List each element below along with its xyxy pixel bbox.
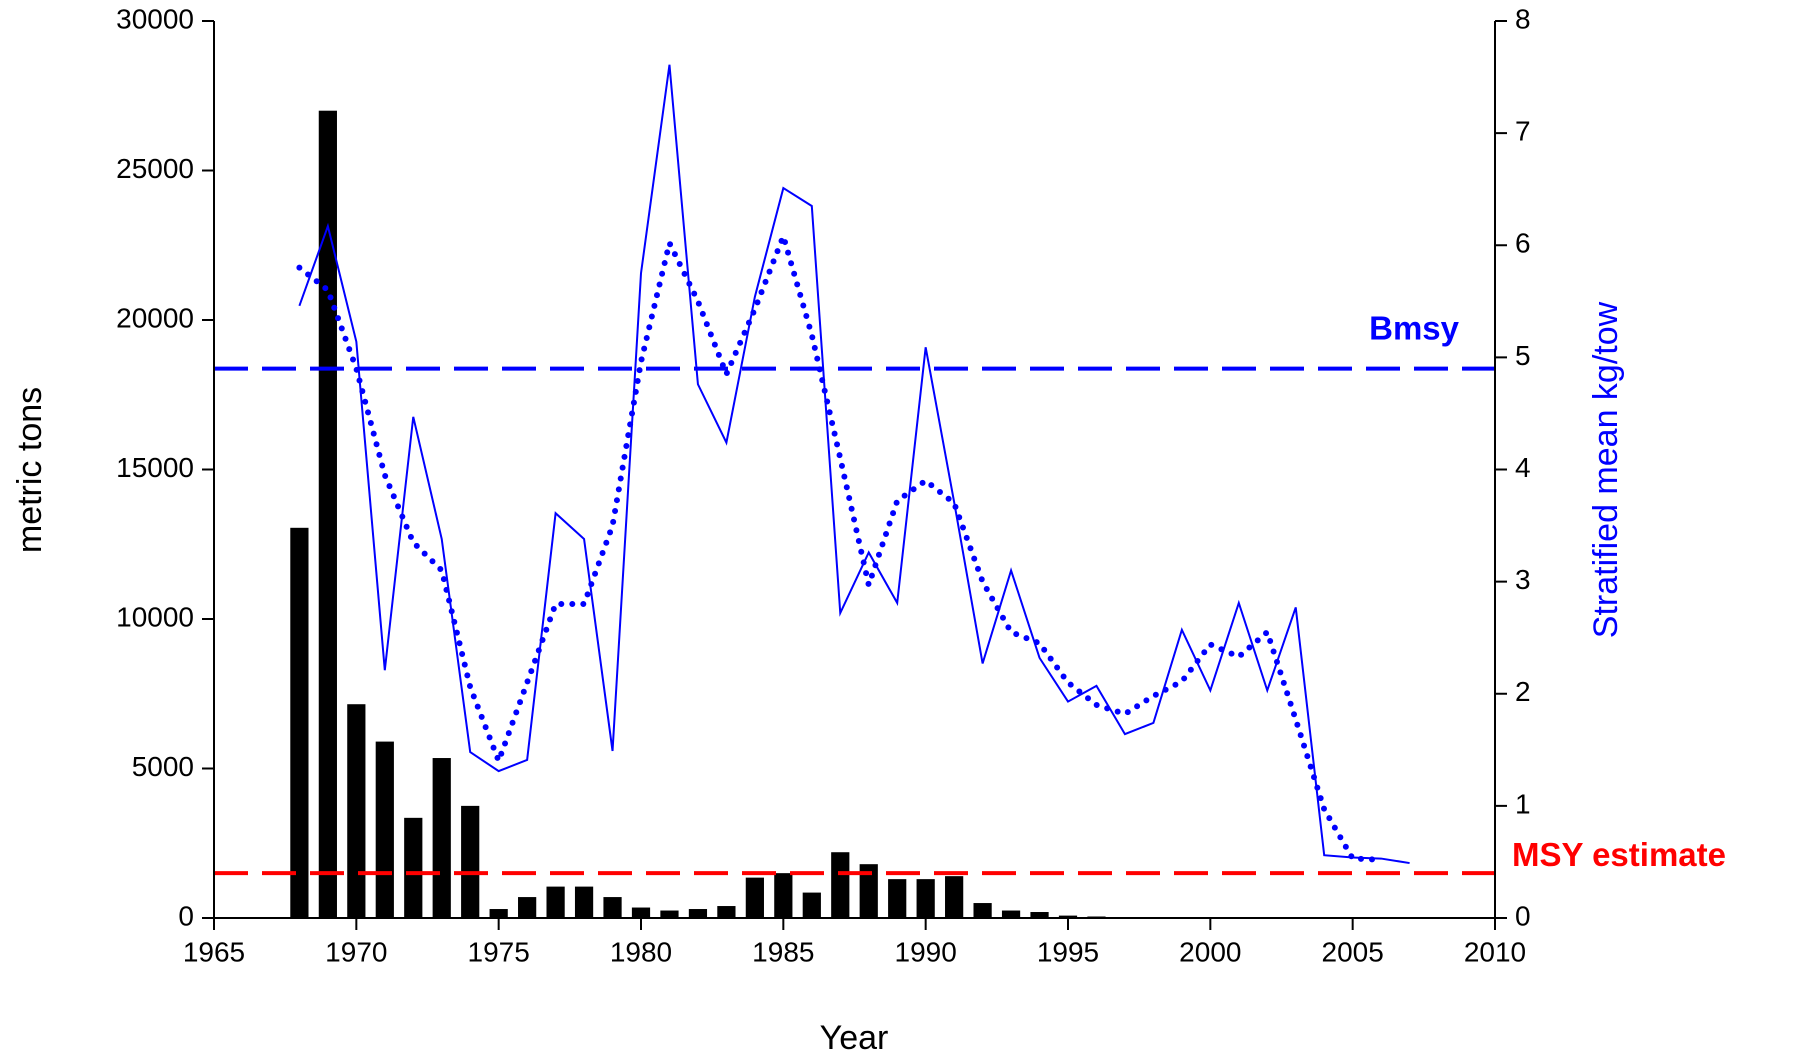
y-tick-label: 30000 xyxy=(116,3,194,34)
reference-label: Bmsy xyxy=(1369,309,1460,346)
y2-tick-label: 7 xyxy=(1515,116,1531,147)
y-tick-label: 0 xyxy=(178,900,194,931)
y-tick-label: 25000 xyxy=(116,153,194,184)
bar xyxy=(518,897,537,918)
bar xyxy=(347,704,366,918)
bar xyxy=(859,864,878,918)
y-tick-label: 5000 xyxy=(132,751,194,782)
bar xyxy=(1030,912,1049,918)
y2-tick-label: 6 xyxy=(1515,228,1531,259)
x-tick-label: 1985 xyxy=(752,936,814,967)
bar xyxy=(774,873,793,918)
line-series xyxy=(296,226,1385,863)
x-tick-label: 1965 xyxy=(183,936,245,967)
y2-tick-label: 2 xyxy=(1515,676,1531,707)
bar xyxy=(1001,910,1021,918)
x-tick-label: 1990 xyxy=(895,936,957,967)
x-tick-label: 2005 xyxy=(1322,936,1384,967)
bar xyxy=(375,741,394,918)
x-tick-label: 2000 xyxy=(1179,936,1241,967)
x-tick-label: 1975 xyxy=(468,936,530,967)
y2-tick-label: 0 xyxy=(1515,900,1531,931)
line-series xyxy=(298,64,1410,865)
x-tick-label: 1995 xyxy=(1037,936,1099,967)
x-axis-label: Year xyxy=(820,1019,889,1055)
bar xyxy=(461,805,480,918)
bar xyxy=(603,897,622,918)
x-tick-label: 1980 xyxy=(610,936,672,967)
bar xyxy=(688,909,708,918)
y2-tick-label: 4 xyxy=(1515,452,1531,483)
x-tick-label: 2010 xyxy=(1464,936,1526,967)
bar xyxy=(290,527,309,918)
bar xyxy=(945,876,964,918)
y2-tick-label: 1 xyxy=(1515,788,1531,819)
bar xyxy=(1058,915,1078,918)
y2-axis-label: Stratified mean kg/tow xyxy=(1587,301,1625,638)
x-tick-label: 1970 xyxy=(325,936,387,967)
y-tick-label: 10000 xyxy=(116,601,194,632)
bar xyxy=(574,886,594,918)
y2-tick-label: 3 xyxy=(1515,564,1531,595)
y-tick-label: 20000 xyxy=(116,302,194,333)
bar xyxy=(745,877,764,918)
bar xyxy=(318,110,337,918)
y2-tick-label: 8 xyxy=(1515,3,1531,34)
y-axis-label: metric tons xyxy=(11,387,49,553)
y2-tick-label: 5 xyxy=(1515,340,1531,371)
bar xyxy=(916,879,935,918)
bar xyxy=(888,879,907,918)
bar xyxy=(546,886,565,918)
bar xyxy=(831,852,850,918)
reference-label: MSY estimate xyxy=(1512,836,1726,873)
bar xyxy=(717,906,736,918)
bar xyxy=(660,910,679,918)
bar xyxy=(432,758,451,918)
bar xyxy=(802,892,821,918)
bar xyxy=(631,907,651,918)
y-tick-label: 15000 xyxy=(116,452,194,483)
bar xyxy=(404,817,423,918)
bar xyxy=(973,903,992,918)
bar xyxy=(489,909,508,918)
